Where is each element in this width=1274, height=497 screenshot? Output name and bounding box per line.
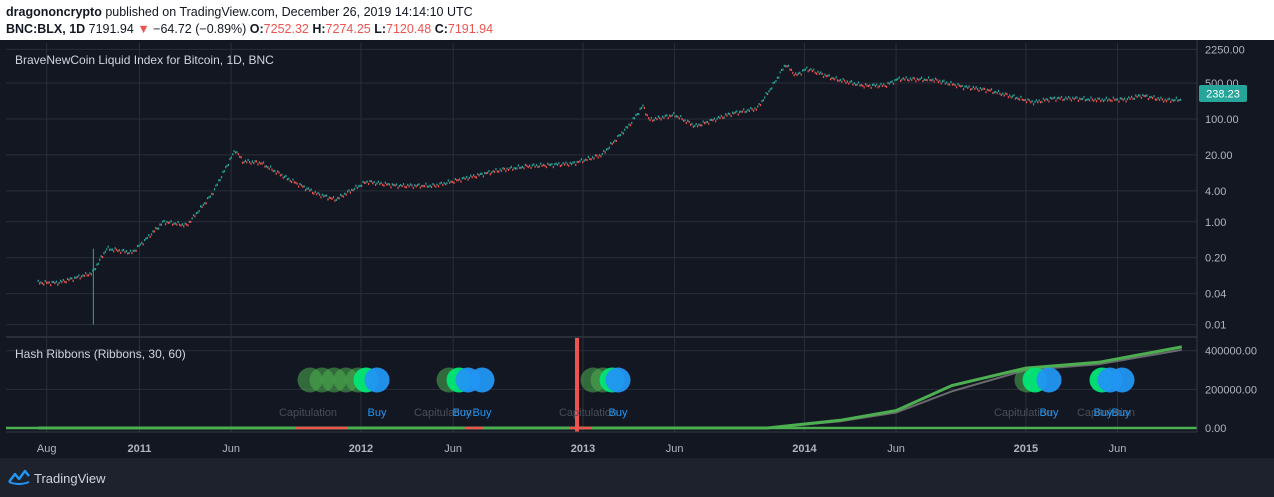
time-axis[interactable]: Aug 2011 Jun 2012 Jun 2013 Jun 2014 Jun 2015 Jun [6,431,1197,455]
last-price-badge-bg [1199,85,1247,102]
pane-separator[interactable] [6,336,1197,338]
price-series [37,64,1182,325]
hash-ribbon-series [6,337,1197,432]
main-pane-title: BraveNewCoin Liquid Index for Bitcoin, 1… [15,53,274,67]
publish-text: published on TradingView.com, December 2… [101,5,473,19]
capitulation-label: Capitulation [994,407,1052,419]
time-tick-label: 2013 [571,443,595,455]
time-tick-label: 2014 [792,443,817,455]
price-axis-bg [1197,40,1274,458]
time-tick-label: Jun [444,443,462,455]
indicator-axis[interactable]: 400000.00 200000.00 0.00 [1205,346,1257,435]
price-tick-label: 0.01 [1205,320,1226,332]
symbol-label: BNC:BLX, 1D [6,22,86,36]
price-tick-label: 20.00 [1205,150,1233,162]
time-tick-label: 2012 [349,443,373,455]
signal-circle [605,367,631,393]
time-tick-label: 2011 [128,443,152,455]
price-tick-label: 1.00 [1205,217,1226,229]
chart-background [0,40,1274,458]
chart-header: dragononcrypto published on TradingView.… [0,0,1274,40]
price-tick-label: 0.20 [1205,253,1226,265]
low-label: L: [374,22,387,36]
time-tick-label: Jun [1109,443,1127,455]
signal-circle [1036,367,1062,393]
time-tick-label: Aug [37,443,57,455]
tradingview-logo-icon[interactable] [8,469,30,485]
buy-label: Buy [1040,407,1059,419]
low-value: 7120.48 [386,22,432,36]
close-label: C: [434,22,448,36]
signal-circle [1109,367,1135,393]
last-price-badge: 238.23 [1199,85,1247,102]
buy-label: Buy [609,407,628,419]
price-tick-label: 100.00 [1205,114,1239,126]
time-tick-label: Jun [887,443,905,455]
high-label: H: [312,22,326,36]
capitulation-label: Capitulation [414,407,472,419]
price-axis[interactable]: 2250.00500.00100.0020.004.001.000.200.04… [1196,40,1274,458]
signal-circle [469,367,495,393]
indicator-title: Hash Ribbons (Ribbons, 30, 60) [15,347,186,361]
close-value: 7191.94 [447,22,494,36]
indicator-tick-label: 200000.00 [1205,384,1257,396]
buy-label: Buy [368,407,387,419]
buy-label: Buy [453,407,472,419]
down-arrow-icon: ▼ [133,22,154,36]
ohlc-line: BNC:BLX, 1D 7191.94 ▼ −64.72 (−0.89%) O:… [6,22,493,36]
indicator-tick-label: 0.00 [1205,423,1226,435]
buy-label: Buy [1112,407,1131,419]
capitulation-label: Capitulation [1077,407,1135,419]
publish-info: dragononcrypto published on TradingView.… [6,5,473,19]
tradingview-brand[interactable]: TradingView [34,471,106,486]
capitulation-bar [575,337,579,432]
price-change: −64.72 (−0.89%) [153,22,247,36]
footer-bar: TradingView [0,458,1274,497]
time-tick-label: 2015 [1014,443,1038,455]
price-tick-label: 4.00 [1205,186,1226,198]
time-tick-label: Jun [222,443,240,455]
author-name[interactable]: dragononcrypto [6,5,102,19]
last-price: 7191.94 [88,22,134,36]
buy-label: Buy [1094,407,1113,419]
signal-circle [364,367,390,393]
price-tick-label: 2250.00 [1205,44,1245,56]
capitulation-label: Capitulation [559,407,617,419]
price-tick-label: 0.04 [1205,289,1226,301]
open-label: O: [249,22,264,36]
time-tick-label: Jun [666,443,684,455]
high-value: 7274.25 [325,22,371,36]
capitulation-label: Capitulation [279,407,337,419]
indicator-tick-label: 400000.00 [1205,346,1257,358]
last-price-badge-text: 238.23 [1206,89,1240,101]
buy-label: Buy [473,407,492,419]
open-value: 7252.32 [263,22,309,36]
